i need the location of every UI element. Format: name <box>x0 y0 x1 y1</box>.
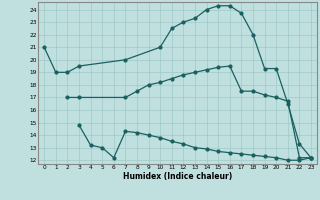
X-axis label: Humidex (Indice chaleur): Humidex (Indice chaleur) <box>123 172 232 181</box>
